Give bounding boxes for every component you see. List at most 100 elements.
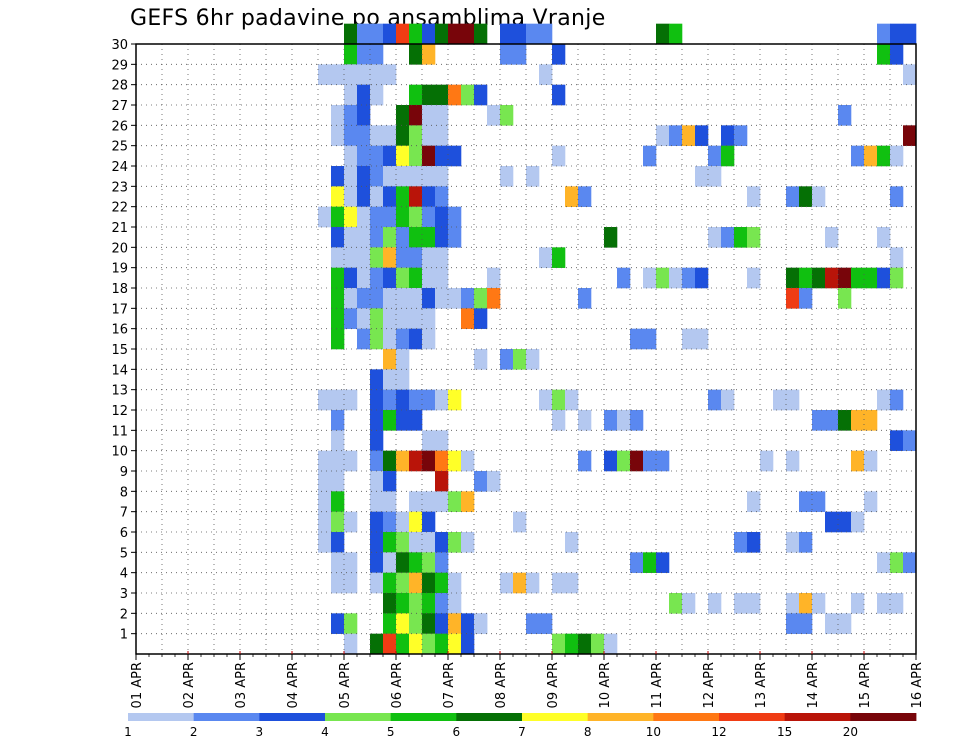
heatmap-cell	[461, 613, 475, 634]
heatmap-cell	[812, 410, 826, 431]
heatmap-cell	[825, 227, 839, 248]
heatmap-cell	[838, 267, 852, 289]
heatmap-cell	[851, 593, 865, 614]
heatmap-cell	[409, 186, 423, 207]
heatmap-cell	[422, 186, 436, 207]
heatmap-cell	[630, 552, 644, 573]
heatmap-cell	[344, 186, 358, 207]
heatmap-cell	[383, 369, 397, 390]
heatmap-cell	[396, 186, 410, 207]
heatmap-cell	[435, 105, 449, 126]
heatmap-cell	[435, 125, 449, 146]
colorbar-swatch	[456, 713, 523, 721]
heatmap-cell	[461, 633, 475, 655]
heatmap-cell	[825, 410, 839, 431]
heatmap-cell	[422, 206, 436, 228]
heatmap-cell	[331, 186, 345, 207]
heatmap-cell	[747, 186, 761, 207]
heatmap-cell	[396, 247, 410, 268]
heatmap-cell	[383, 593, 397, 614]
heatmap-cell	[552, 145, 566, 167]
heatmap-cell	[890, 389, 904, 411]
heatmap-cell	[487, 471, 501, 492]
heatmap-cell	[890, 23, 904, 45]
heatmap-cell	[409, 23, 423, 45]
heatmap-cell	[864, 491, 878, 512]
heatmap-cell	[630, 328, 644, 350]
heatmap-cell	[474, 288, 488, 309]
heatmap-cell	[682, 593, 696, 614]
colorbar-label: 1	[124, 725, 132, 739]
heatmap-cell	[383, 349, 397, 370]
heatmap-cell	[409, 552, 423, 573]
heatmap-cell	[565, 389, 579, 411]
heatmap-cell	[396, 532, 410, 553]
heatmap-cell	[422, 328, 436, 350]
heatmap-cell	[409, 84, 423, 106]
heatmap-cell	[630, 410, 644, 431]
heatmap-cell	[708, 166, 722, 187]
heatmap-cell	[643, 552, 657, 573]
heatmap-cell	[578, 186, 592, 207]
heatmap-cell	[747, 491, 761, 512]
colorbar-label: 12	[711, 725, 726, 739]
y-tick-label: 5	[120, 546, 128, 561]
heatmap-cell	[513, 349, 527, 370]
heatmap-cell	[812, 593, 826, 614]
heatmap-cell	[513, 572, 527, 594]
heatmap-cell	[383, 389, 397, 411]
heatmap-cell	[708, 389, 722, 411]
x-tick-label: 12 APR	[702, 662, 717, 708]
heatmap-cell	[344, 572, 358, 594]
heatmap-cell	[825, 267, 839, 289]
heatmap-cell	[409, 206, 423, 228]
heatmap-cell	[331, 308, 345, 329]
heatmap-cell	[331, 267, 345, 289]
heatmap-cell	[461, 308, 475, 329]
heatmap-cell	[344, 23, 358, 45]
heatmap-cell	[526, 613, 540, 634]
heatmap-cell	[357, 64, 371, 85]
heatmap-cell	[422, 145, 436, 167]
heatmap-cell	[448, 633, 462, 655]
heatmap-cell	[747, 532, 761, 553]
heatmap-cell	[357, 308, 371, 329]
heatmap-cell	[435, 267, 449, 289]
heatmap-cell	[903, 125, 917, 146]
y-tick-label: 23	[111, 180, 128, 195]
heatmap-cell	[422, 430, 436, 451]
heatmap-cell	[318, 450, 332, 472]
y-tick-label: 29	[111, 58, 128, 73]
heatmap-cell	[383, 186, 397, 207]
heatmap-cell	[370, 247, 384, 268]
heatmap-cell	[630, 450, 644, 472]
heatmap-cell	[539, 389, 553, 411]
heatmap-cell	[877, 552, 891, 573]
heatmap-cell	[331, 247, 345, 268]
heatmap-cell	[435, 491, 449, 512]
heatmap-cell	[578, 633, 592, 655]
heatmap-cell	[422, 84, 436, 106]
heatmap-cell	[552, 389, 566, 411]
heatmap-cell	[318, 471, 332, 492]
heatmap-cell	[370, 552, 384, 573]
heatmap-cell	[383, 267, 397, 289]
heatmap-cell	[812, 186, 826, 207]
heatmap-cell	[565, 572, 579, 594]
y-tick-label: 12	[111, 404, 128, 419]
heatmap-cell	[383, 64, 397, 85]
x-tick-label: 05 APR	[338, 662, 353, 708]
heatmap-cell	[448, 206, 462, 228]
heatmap-cell	[383, 23, 397, 45]
y-tick-label: 17	[111, 302, 128, 317]
heatmap-cell	[344, 633, 358, 655]
heatmap-cell	[721, 389, 735, 411]
heatmap-cell	[799, 532, 813, 553]
grid-lines	[136, 44, 916, 654]
heatmap-cell	[448, 227, 462, 248]
heatmap-cell	[396, 572, 410, 594]
heatmap-cell	[357, 227, 371, 248]
heatmap-cell	[383, 532, 397, 553]
heatmap-cell	[890, 267, 904, 289]
